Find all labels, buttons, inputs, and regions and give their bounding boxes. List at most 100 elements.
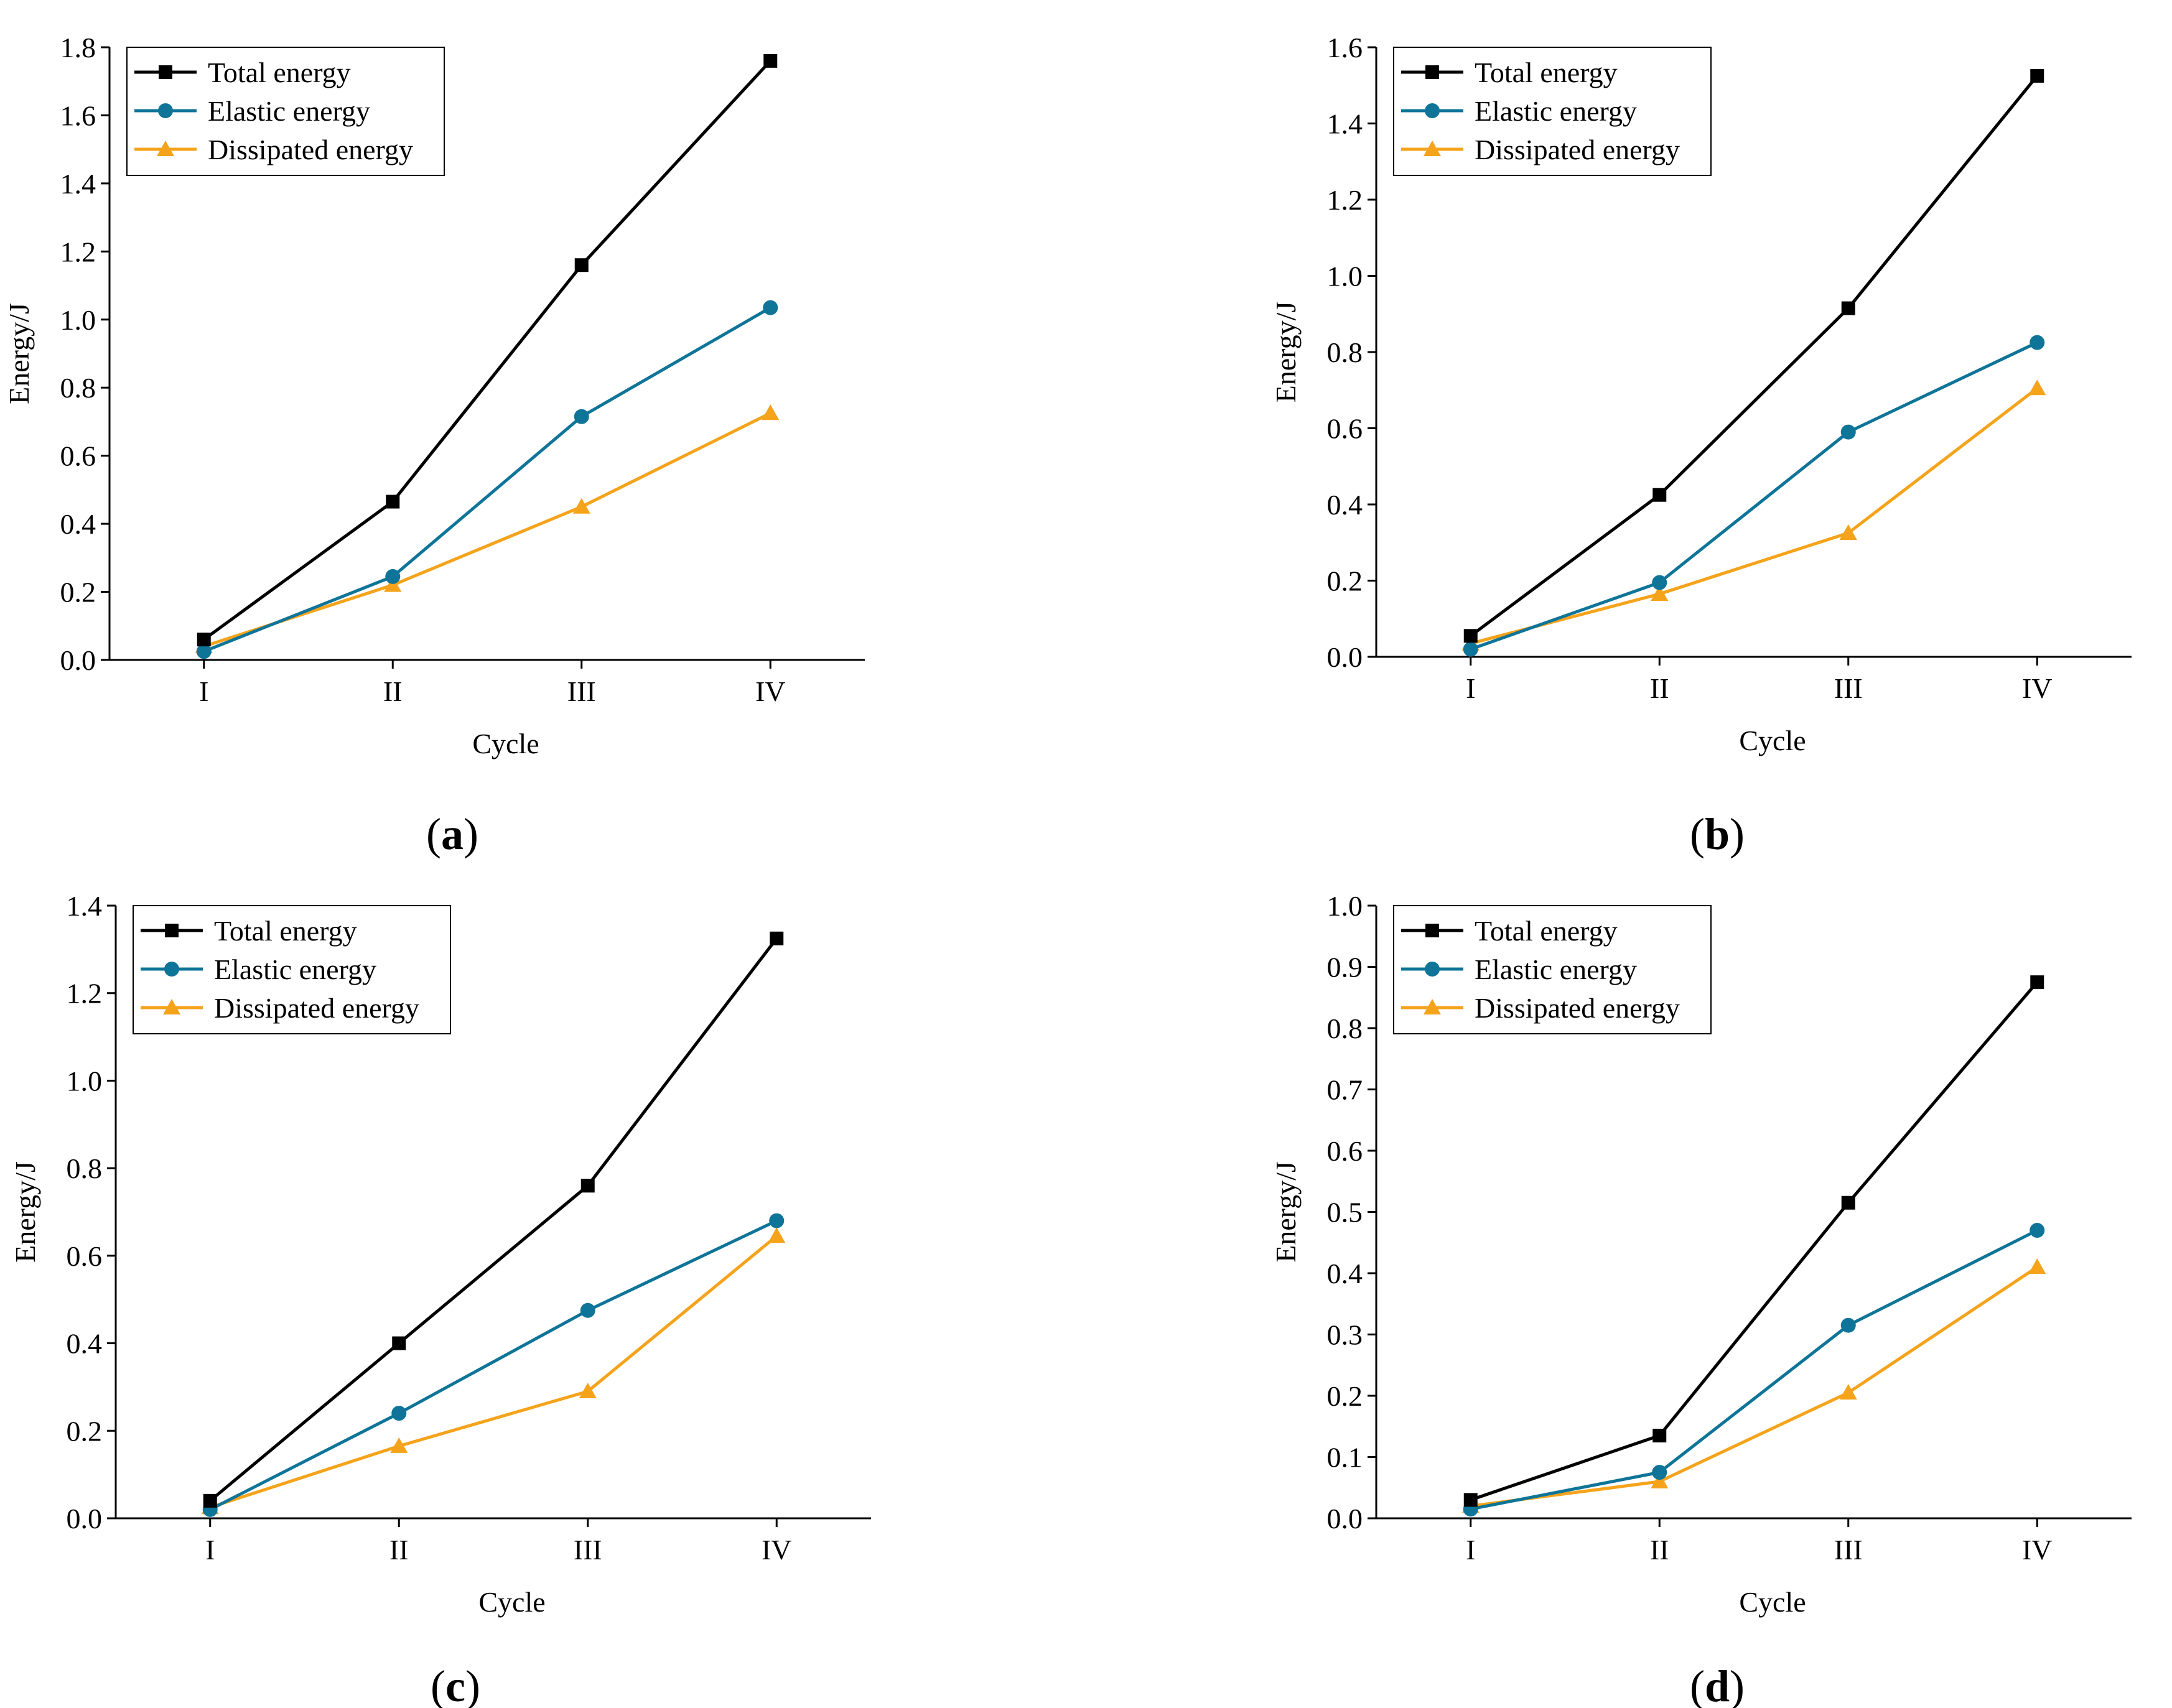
panel-a-x-tick-label: III — [567, 675, 596, 707]
panel-d-y-tick-label: 0.9 — [1327, 952, 1363, 983]
panel-b-y-tick-label: 0.6 — [1327, 413, 1363, 445]
panel-c-legend-total-energy-swatch-marker — [165, 924, 179, 937]
panel-c-total-energy-point — [203, 1493, 217, 1508]
panel-d-y-tick-label: 0.3 — [1327, 1319, 1363, 1351]
panel-d-y-axis-title: Energy/J — [1270, 1161, 1302, 1263]
panel-a-y-tick-label: 1.0 — [60, 304, 96, 336]
panel-a-elastic-energy-point — [385, 569, 401, 584]
panel-b-dissipated-energy-point — [1839, 524, 1857, 540]
panel-b-elastic-energy-point — [1463, 641, 1478, 657]
panel-a-legend-elastic-energy-swatch-marker — [158, 103, 173, 118]
panel-c-x-axis-title: Cycle — [478, 1586, 545, 1618]
panel-b-dissipated-energy-point — [1651, 585, 1669, 601]
panel-c-x-tick-label: II — [389, 1534, 409, 1566]
panel-c-legend-elastic-energy-label: Elastic energy — [214, 954, 376, 985]
panel-a-label: (a) — [426, 809, 478, 859]
panel-b-dissipated-energy-point — [2028, 379, 2046, 396]
panel-b-y-tick-label: 1.2 — [1327, 184, 1363, 216]
panel-b-y-tick-label: 1.6 — [1327, 32, 1363, 63]
panel-d-y-tick-label: 0.7 — [1327, 1074, 1363, 1106]
panel-a-y-tick-label: 0.0 — [60, 644, 96, 676]
panel-a-legend-dissipated-energy-swatch-marker — [157, 141, 174, 156]
panel-b-total-energy-point — [1841, 301, 1855, 315]
panel-d-dissipated-energy-point — [2028, 1258, 2046, 1274]
panel-a-total-energy-point — [763, 53, 778, 68]
panel-b-y-axis-title: Energy/J — [1270, 302, 1302, 403]
panel-a-y-tick-label: 1.8 — [60, 32, 96, 63]
panel-b-legend-total-energy-swatch-marker — [1425, 65, 1439, 79]
panel-d-y-tick-label: 0.5 — [1327, 1197, 1363, 1228]
panel-a-y-axis-title: Energy/J — [3, 303, 35, 404]
panel-a-total-energy-line — [203, 60, 772, 641]
panel-b-y-tick-label: 0.2 — [1327, 565, 1363, 597]
panel-a-legend-total-energy-swatch-marker — [159, 65, 172, 79]
panel-a: (a) 0.00.20.40.60.81.01.21.41.61.8I II III… — [3, 32, 865, 859]
panel-c-total-energy-point — [770, 931, 784, 945]
panel-c-total-energy-line — [209, 937, 778, 1502]
panel-d-elastic-energy-point — [2030, 1223, 2045, 1238]
panel-b-y-tick-label: 0.4 — [1327, 489, 1363, 521]
panel-b-total-energy-point — [1463, 629, 1478, 643]
panel-c-elastic-energy-line — [209, 1219, 778, 1511]
panel-a-dissipated-energy-point — [762, 404, 780, 420]
panel-b-total-energy-point — [2030, 68, 2044, 83]
panel-c-elastic-energy-point — [391, 1406, 407, 1421]
panel-c-dissipated-energy-point — [579, 1382, 597, 1398]
panel-d-y-tick-label: 0.6 — [1327, 1135, 1363, 1167]
panel-b-legend-dissipated-energy-label: Dissipated energy — [1475, 134, 1680, 165]
panel-b-total-energy-point — [1652, 488, 1667, 502]
panel-a-elastic-energy-point — [574, 409, 589, 424]
panel-c-y-tick-label: 0.0 — [67, 1503, 103, 1534]
panel-b-y-tick-label: 1.0 — [1327, 261, 1363, 292]
panel-a-y-tick-label: 1.4 — [60, 168, 96, 200]
panel-d-legend-total-energy-label: Total energy — [1475, 915, 1618, 947]
panel-b-dissipated-energy-line — [1470, 387, 2038, 645]
panel-a-y-tick-label: 1.6 — [60, 100, 96, 131]
panel-d-total-energy-point — [1463, 1493, 1478, 1507]
panel-a-y-tick-label: 1.2 — [60, 236, 96, 267]
panel-d-legend-total-energy-swatch-marker — [1425, 924, 1439, 937]
panel-b-total-energy-line — [1470, 75, 2039, 638]
panel-d-x-tick-label: I — [1466, 1534, 1475, 1566]
panel-b-x-tick-label: II — [1650, 672, 1669, 704]
panel-b-label: (b) — [1690, 809, 1745, 859]
panel-d-y-tick-label: 1.0 — [1327, 890, 1363, 922]
panel-d-x-tick-label: IV — [2022, 1534, 2053, 1566]
panel-b-legend-dissipated-energy-swatch-marker — [1424, 141, 1441, 156]
panel-b-y-tick-label: 0.8 — [1327, 336, 1363, 368]
panel-b-elastic-energy-line — [1470, 341, 2038, 651]
panel-c-total-energy-point — [392, 1336, 406, 1350]
panel-b-x-tick-label: I — [1466, 672, 1475, 704]
panel-b-y-tick-label: 1.4 — [1327, 108, 1363, 140]
panel-a-y-tick-label: 0.2 — [60, 577, 96, 608]
panel-a-elastic-energy-point — [196, 644, 212, 659]
panel-d-y-tick-label: 0.2 — [1327, 1380, 1363, 1412]
panel-c-dissipated-energy-point — [768, 1227, 786, 1243]
panel-d-label: (d) — [1690, 1661, 1745, 1708]
panel-a-total-energy-point — [386, 494, 400, 509]
panel-d: (d) 0.00.10.20.30.40.50.60.70.80.91.0I II… — [1270, 890, 2132, 1708]
panel-a-legend-total-energy-label: Total energy — [208, 57, 351, 88]
panel-b-elastic-energy-point — [1840, 424, 1856, 440]
panel-a-y-tick-label: 0.6 — [60, 440, 96, 472]
panel-d-dissipated-energy-point — [1839, 1384, 1857, 1400]
panel-d-total-energy-line — [1470, 981, 2039, 1501]
panel-c-elastic-energy-point — [580, 1302, 595, 1318]
panel-c-x-tick-label: III — [574, 1534, 602, 1566]
panel-c-y-tick-label: 1.4 — [67, 890, 103, 922]
panel-a-x-tick-label: I — [199, 675, 208, 707]
panel-c: (c) 0.00.20.40.60.81.01.21.4I II III IVCycl… — [9, 890, 871, 1708]
panel-d-x-tick-label: II — [1650, 1534, 1669, 1566]
panel-c-dissipated-energy-line — [209, 1235, 778, 1509]
panel-d-elastic-energy-line — [1470, 1228, 2038, 1511]
panel-d-total-energy-point — [2030, 975, 2044, 990]
panel-a-x-tick-label: II — [383, 675, 403, 707]
panel-b-x-axis-title: Cycle — [1739, 725, 1806, 756]
panel-d-y-tick-label: 0.0 — [1327, 1503, 1363, 1534]
panel-d-total-energy-point — [1652, 1429, 1667, 1443]
panel-d-dissipated-energy-line — [1470, 1266, 2038, 1508]
panel-c-legend-dissipated-energy-label: Dissipated energy — [214, 992, 419, 1024]
panel-b-elastic-energy-point — [1652, 575, 1667, 590]
panel-b: (b) 0.00.20.40.60.81.01.21.41.6I II III IVC… — [1270, 32, 2132, 859]
panel-a-total-energy-point — [574, 258, 589, 272]
